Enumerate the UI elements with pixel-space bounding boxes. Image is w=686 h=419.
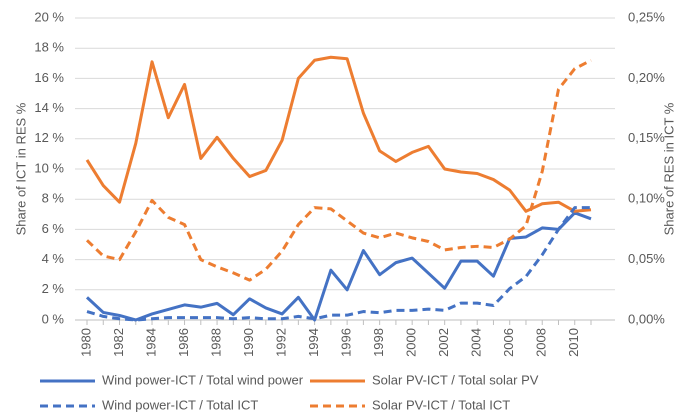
x-tick-label: 1988: [209, 328, 224, 357]
x-tick-label: 1986: [176, 328, 191, 357]
x-tick-label: 2002: [436, 328, 451, 357]
legend-label: Solar PV-ICT / Total solar PV: [372, 372, 539, 387]
legend-label: Wind power-ICT / Total ICT: [102, 397, 258, 412]
y-axis-label: Share of ICT in RES %: [13, 102, 28, 235]
y-tick-label: 2 %: [42, 281, 65, 296]
legend-label: Solar PV-ICT / Total ICT: [372, 397, 510, 412]
x-tick-label: 1992: [274, 328, 289, 357]
x-tick-label: 1990: [241, 328, 256, 357]
y-tick-label: 6 %: [42, 221, 65, 236]
y-tick-label: 16 %: [34, 70, 64, 85]
y-tick-label: 12 %: [34, 130, 64, 145]
y2-tick-label: 0,25%: [628, 9, 665, 24]
series-line: [85, 55, 592, 213]
y-tick-label: 8 %: [42, 191, 65, 206]
y-tick-label: 4 %: [42, 251, 65, 266]
x-tick-label: 1982: [111, 328, 126, 357]
y2-tick-label: 0,20%: [628, 70, 665, 85]
series-line: [86, 206, 591, 322]
legend-label: Wind power-ICT / Total wind power: [102, 372, 304, 387]
x-tick-label: 1998: [371, 328, 386, 357]
y-tick-label: 0 %: [42, 311, 65, 326]
y-tick-label: 18 %: [34, 40, 64, 55]
y2-tick-label: 0,15%: [628, 130, 665, 145]
x-tick-label: 2010: [566, 328, 581, 357]
x-tick-label: 1996: [339, 328, 354, 357]
y-tick-label: 14 %: [34, 100, 64, 115]
x-tick-label: 1980: [78, 328, 93, 357]
series-line: [85, 58, 592, 282]
y-tick-label: 10 %: [34, 160, 64, 175]
x-tick-label: 1984: [143, 328, 158, 357]
y2-tick-label: 0,10%: [628, 191, 665, 206]
y-tick-label: 20 %: [34, 9, 64, 24]
series-line: [85, 211, 592, 322]
y2-axis-label: Share of RES in ICT %: [661, 102, 676, 235]
x-tick-label: 2006: [501, 328, 516, 357]
x-tick-label: 1994: [306, 328, 321, 357]
y2-tick-label: 0,05%: [628, 251, 665, 266]
x-tick-label: 2004: [469, 328, 484, 357]
x-tick-label: 2000: [404, 328, 419, 357]
y2-tick-label: 0,00%: [628, 311, 665, 326]
x-tick-label: 2008: [534, 328, 549, 357]
